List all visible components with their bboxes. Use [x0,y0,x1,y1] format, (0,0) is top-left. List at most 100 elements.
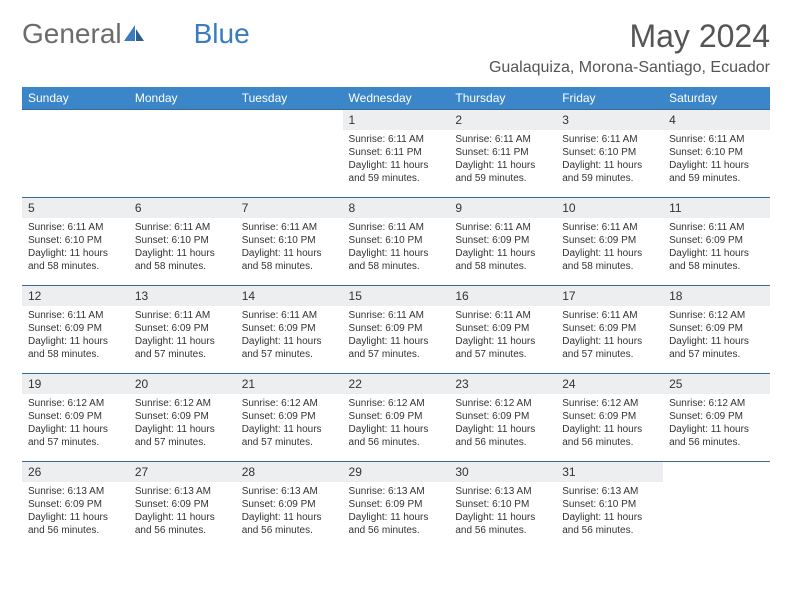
cell-line: Daylight: 11 hours and 57 minutes. [562,335,657,361]
cell-line: Sunrise: 6:12 AM [669,397,764,410]
day-number: 3 [556,110,663,130]
cell-line: Daylight: 11 hours and 56 minutes. [562,511,657,537]
day-number: 4 [663,110,770,130]
cell-line: Sunrise: 6:13 AM [28,485,123,498]
cell-line: Daylight: 11 hours and 57 minutes. [669,335,764,361]
cell-line: Sunrise: 6:11 AM [562,309,657,322]
cell-line: Daylight: 11 hours and 57 minutes. [135,423,230,449]
calendar-cell: 6Sunrise: 6:11 AMSunset: 6:10 PMDaylight… [129,198,236,286]
cell-line: Sunset: 6:09 PM [135,322,230,335]
calendar-cell: 21Sunrise: 6:12 AMSunset: 6:09 PMDayligh… [236,374,343,462]
day-number: 25 [663,374,770,394]
cell-line: Daylight: 11 hours and 58 minutes. [135,247,230,273]
calendar-cell: 5Sunrise: 6:11 AMSunset: 6:10 PMDaylight… [22,198,129,286]
calendar-cell: 22Sunrise: 6:12 AMSunset: 6:09 PMDayligh… [343,374,450,462]
cell-line: Sunset: 6:09 PM [562,410,657,423]
cell-line: Sunrise: 6:11 AM [669,221,764,234]
sail-icon [124,18,146,50]
calendar-row: 12Sunrise: 6:11 AMSunset: 6:09 PMDayligh… [22,286,770,374]
logo-text-general: General [22,18,122,50]
cell-body: Sunrise: 6:13 AMSunset: 6:10 PMDaylight:… [556,482,663,539]
cell-body: Sunrise: 6:11 AMSunset: 6:09 PMDaylight:… [556,218,663,275]
cell-body: Sunrise: 6:12 AMSunset: 6:09 PMDaylight:… [236,394,343,451]
day-number: 9 [449,198,556,218]
logo: General Blue [22,18,250,50]
calendar-cell: 16Sunrise: 6:11 AMSunset: 6:09 PMDayligh… [449,286,556,374]
cell-line: Daylight: 11 hours and 58 minutes. [242,247,337,273]
cell-body: Sunrise: 6:13 AMSunset: 6:09 PMDaylight:… [22,482,129,539]
calendar-cell: 11Sunrise: 6:11 AMSunset: 6:09 PMDayligh… [663,198,770,286]
cell-line: Sunrise: 6:11 AM [242,309,337,322]
day-number: 26 [22,462,129,482]
cell-line: Sunrise: 6:11 AM [669,133,764,146]
cell-body: Sunrise: 6:13 AMSunset: 6:09 PMDaylight:… [129,482,236,539]
cell-line: Sunrise: 6:11 AM [562,133,657,146]
cell-line: Sunrise: 6:12 AM [242,397,337,410]
calendar-row: 5Sunrise: 6:11 AMSunset: 6:10 PMDaylight… [22,198,770,286]
cell-body: Sunrise: 6:11 AMSunset: 6:10 PMDaylight:… [129,218,236,275]
cell-body: Sunrise: 6:11 AMSunset: 6:10 PMDaylight:… [663,130,770,187]
cell-line: Sunset: 6:09 PM [242,498,337,511]
day-number: 27 [129,462,236,482]
cell-line: Sunset: 6:10 PM [242,234,337,247]
cell-line: Sunrise: 6:12 AM [562,397,657,410]
cell-line: Sunrise: 6:12 AM [28,397,123,410]
cell-body: Sunrise: 6:11 AMSunset: 6:10 PMDaylight:… [236,218,343,275]
cell-line: Sunset: 6:11 PM [455,146,550,159]
calendar-cell: 12Sunrise: 6:11 AMSunset: 6:09 PMDayligh… [22,286,129,374]
day-number: 10 [556,198,663,218]
cell-body: Sunrise: 6:11 AMSunset: 6:09 PMDaylight:… [236,306,343,363]
day-header: Friday [556,87,663,110]
cell-body [236,116,343,121]
calendar-cell: 27Sunrise: 6:13 AMSunset: 6:09 PMDayligh… [129,462,236,550]
cell-line: Daylight: 11 hours and 56 minutes. [135,511,230,537]
cell-line: Daylight: 11 hours and 57 minutes. [455,335,550,361]
cell-body: Sunrise: 6:11 AMSunset: 6:09 PMDaylight:… [449,218,556,275]
calendar-cell: 13Sunrise: 6:11 AMSunset: 6:09 PMDayligh… [129,286,236,374]
cell-line: Sunrise: 6:13 AM [455,485,550,498]
calendar-cell: 9Sunrise: 6:11 AMSunset: 6:09 PMDaylight… [449,198,556,286]
cell-line: Sunrise: 6:11 AM [349,221,444,234]
cell-line: Daylight: 11 hours and 58 minutes. [28,335,123,361]
calendar-cell: 8Sunrise: 6:11 AMSunset: 6:10 PMDaylight… [343,198,450,286]
calendar-cell: 1Sunrise: 6:11 AMSunset: 6:11 PMDaylight… [343,110,450,198]
cell-line: Daylight: 11 hours and 59 minutes. [349,159,444,185]
cell-line: Sunset: 6:09 PM [562,234,657,247]
calendar-cell: 7Sunrise: 6:11 AMSunset: 6:10 PMDaylight… [236,198,343,286]
cell-line: Sunrise: 6:11 AM [562,221,657,234]
cell-body: Sunrise: 6:12 AMSunset: 6:09 PMDaylight:… [22,394,129,451]
day-number: 22 [343,374,450,394]
cell-line: Sunset: 6:11 PM [349,146,444,159]
calendar-cell: 28Sunrise: 6:13 AMSunset: 6:09 PMDayligh… [236,462,343,550]
cell-body: Sunrise: 6:11 AMSunset: 6:09 PMDaylight:… [22,306,129,363]
day-number: 29 [343,462,450,482]
calendar-cell: 25Sunrise: 6:12 AMSunset: 6:09 PMDayligh… [663,374,770,462]
cell-line: Sunset: 6:09 PM [455,410,550,423]
day-header: Wednesday [343,87,450,110]
cell-line: Daylight: 11 hours and 56 minutes. [455,423,550,449]
cell-line: Sunset: 6:10 PM [349,234,444,247]
cell-line: Sunrise: 6:11 AM [242,221,337,234]
day-number: 30 [449,462,556,482]
day-number: 2 [449,110,556,130]
day-number: 7 [236,198,343,218]
cell-line: Sunset: 6:09 PM [28,498,123,511]
day-header-row: SundayMondayTuesdayWednesdayThursdayFrid… [22,87,770,110]
page-header: General Blue May 2024 Gualaquiza, Morona… [22,18,770,77]
cell-line: Sunrise: 6:11 AM [349,309,444,322]
day-number: 20 [129,374,236,394]
cell-body: Sunrise: 6:13 AMSunset: 6:09 PMDaylight:… [343,482,450,539]
day-number: 11 [663,198,770,218]
day-number: 17 [556,286,663,306]
day-header: Thursday [449,87,556,110]
calendar-cell: 3Sunrise: 6:11 AMSunset: 6:10 PMDaylight… [556,110,663,198]
calendar-row: 26Sunrise: 6:13 AMSunset: 6:09 PMDayligh… [22,462,770,550]
cell-line: Daylight: 11 hours and 59 minutes. [669,159,764,185]
day-number: 16 [449,286,556,306]
cell-line: Daylight: 11 hours and 57 minutes. [135,335,230,361]
calendar-cell [129,110,236,198]
cell-line: Sunset: 6:09 PM [242,322,337,335]
cell-line: Sunset: 6:09 PM [349,410,444,423]
cell-line: Sunrise: 6:12 AM [349,397,444,410]
calendar-cell: 30Sunrise: 6:13 AMSunset: 6:10 PMDayligh… [449,462,556,550]
